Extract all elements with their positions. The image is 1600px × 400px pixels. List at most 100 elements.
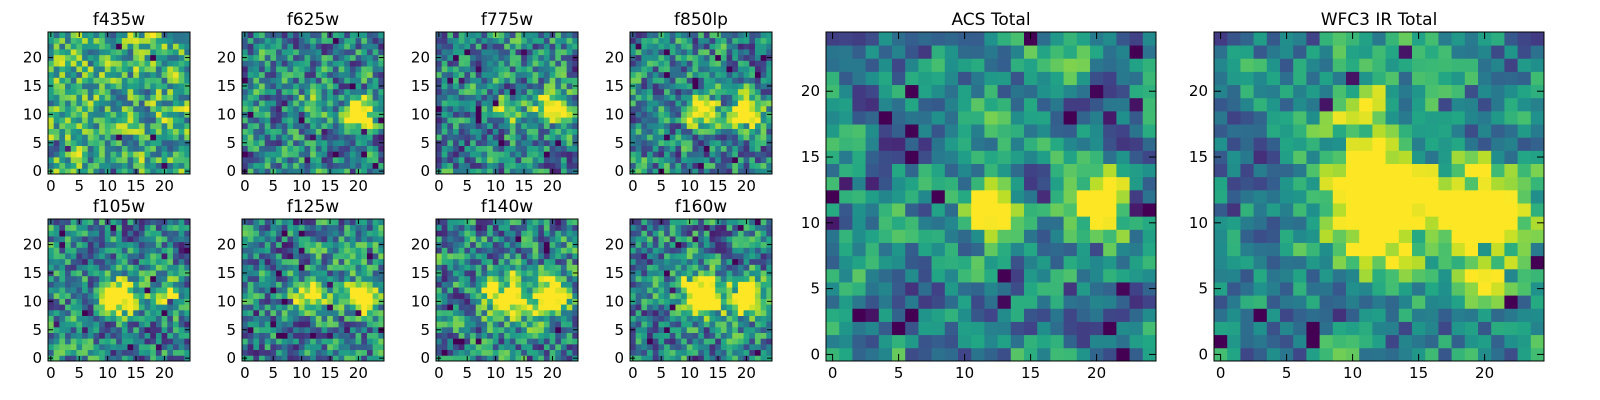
pixel-cell: [76, 88, 83, 95]
pixel-cell: [276, 321, 283, 328]
pixel-cell: [532, 298, 539, 305]
pixel-cell: [549, 77, 556, 84]
pixel-cell: [366, 105, 374, 112]
pixel-cell: [732, 37, 739, 44]
pixel-cell: [259, 88, 266, 95]
pixel-cell: [155, 105, 162, 112]
pixel-cell: [155, 287, 162, 294]
pixel-cell: [532, 287, 539, 294]
pixel-cell: [652, 298, 659, 305]
pixel-cell: [475, 247, 482, 254]
pixel-cell: [703, 355, 710, 362]
pixel-cell: [242, 156, 249, 164]
pixel-cell: [315, 270, 322, 277]
pixel-cell: [293, 71, 300, 78]
pixel-cell: [647, 321, 654, 328]
pixel-cell: [447, 241, 454, 248]
pixel-cell: [138, 168, 145, 175]
pixel-cell: [549, 88, 556, 95]
pixel-cell: [521, 145, 528, 152]
pixel-cell: [247, 32, 254, 39]
pixel-cell: [144, 326, 151, 333]
pixel-cell: [82, 162, 89, 169]
pixel-cell: [281, 94, 288, 101]
pixel-cell: [732, 139, 739, 146]
pixel-cell: [133, 298, 140, 305]
pixel-cell: [498, 264, 505, 271]
x-tick-label: 0: [628, 177, 638, 195]
pixel-cell: [630, 292, 637, 299]
pixel-cell: [99, 77, 106, 84]
pixel-cell: [138, 134, 145, 141]
y-tick-label: 15: [23, 264, 42, 282]
pixel-cell: [692, 43, 699, 50]
pixel-cell: [538, 224, 545, 231]
pixel-cell: [715, 66, 722, 73]
pixel-cell: [321, 332, 328, 339]
pixel-cell: [304, 343, 311, 351]
pixel-cell: [247, 156, 254, 164]
pixel-cell: [253, 100, 260, 107]
pixel-cell: [361, 270, 368, 277]
pixel-cell: [737, 54, 744, 61]
pixel-cell: [509, 241, 516, 248]
pixel-cell: [703, 332, 710, 339]
pixel-cell: [532, 156, 539, 164]
pixel-cell: [259, 321, 266, 328]
pixel-cell: [87, 224, 94, 231]
pixel-cell: [572, 32, 579, 39]
pixel-cell: [253, 122, 260, 129]
pixel-cell: [161, 122, 168, 129]
pixel-cell: [543, 224, 550, 231]
pixel-cell: [315, 66, 322, 73]
pixel-cell: [521, 156, 528, 164]
pixel-cell: [630, 309, 637, 316]
pixel-cell: [766, 60, 773, 67]
pixel-cell: [48, 134, 55, 141]
pixel-cell: [304, 258, 311, 265]
pixel-cell: [698, 43, 705, 50]
pixel-cell: [664, 326, 671, 333]
pixel-cell: [766, 105, 773, 112]
pixel-cell: [372, 253, 379, 260]
pixel-cell: [355, 151, 362, 158]
pixel-cell: [470, 326, 477, 333]
pixel-cell: [538, 54, 545, 61]
pixel-cell: [116, 275, 123, 282]
pixel-cell: [315, 343, 322, 351]
pixel-cell: [247, 332, 254, 339]
pixel-cell: [93, 338, 100, 345]
pixel-cell: [104, 287, 111, 294]
pixel-cell: [720, 49, 727, 56]
pixel-cell: [321, 111, 328, 118]
pixel-cell: [121, 54, 128, 61]
pixel-cell: [304, 292, 311, 299]
pixel-cell: [521, 349, 528, 356]
pixel-cell: [247, 241, 254, 248]
pixel-cell: [470, 332, 477, 339]
pixel-cell: [116, 321, 123, 328]
pixel-cell: [276, 156, 283, 164]
pixel-cell: [87, 281, 94, 288]
pixel-cell: [754, 37, 762, 44]
pixel-cell: [709, 117, 716, 124]
pixel-cell: [104, 100, 111, 107]
pixel-cell: [470, 224, 477, 231]
pixel-cell: [155, 219, 162, 226]
pixel-cell: [566, 292, 573, 299]
pixel-cell: [361, 219, 368, 226]
pixel-cell: [253, 247, 260, 254]
pixel-cell: [515, 326, 522, 333]
pixel-cell: [560, 66, 568, 73]
pixel-cell: [669, 37, 676, 44]
pixel-cell: [481, 270, 488, 277]
pixel-cell: [87, 287, 94, 294]
pixel-cell: [720, 162, 727, 169]
pixel-cell: [104, 275, 111, 282]
pixel-cell: [247, 349, 254, 356]
pixel-cell: [760, 88, 767, 95]
pixel-cell: [475, 77, 482, 84]
axes-frame: [241, 31, 385, 175]
pixel-cell: [144, 343, 151, 351]
pixel-cell: [647, 355, 654, 362]
